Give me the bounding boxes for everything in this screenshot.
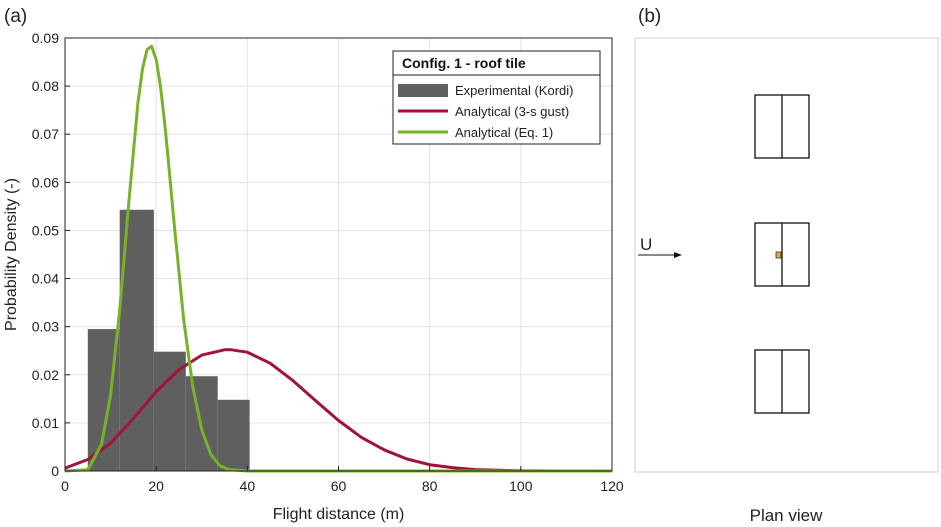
plan-view-panel: U Plan view [634, 37, 939, 525]
plan-view-caption: Plan view [750, 506, 823, 525]
legend-title: Config. 1 - roof tile [402, 55, 526, 71]
y-tick-label-7: 0.07 [32, 126, 59, 142]
x-tick-label-4: 80 [422, 478, 438, 494]
plan-view-frame [634, 37, 939, 473]
x-tick-label-1: 20 [148, 478, 164, 494]
x-axis-label: Flight distance (m) [273, 506, 405, 523]
x-tick-label-6: 120 [600, 478, 624, 494]
y-axis-label: Probability Density (-) [3, 178, 20, 331]
y-tick-label-3: 0.03 [32, 319, 59, 335]
building-bottom [754, 349, 810, 414]
histogram-bar-4 [217, 399, 250, 471]
x-tick-label-3: 60 [331, 478, 347, 494]
y-tick-label-1: 0.01 [32, 415, 59, 431]
x-tick-labels: 0 20 40 60 80 100 120 [61, 466, 624, 494]
series-line-analytical-3s-gust [64, 348, 612, 473]
y-tick-label-6: 0.06 [32, 174, 59, 190]
y-tick-label-9: 0.09 [32, 30, 59, 46]
y-tick-label-2: 0.02 [32, 367, 59, 383]
flight-distance-chart: 0 20 40 60 80 100 120 0 0.01 0.02 0.03 0.04 0.05 0.0… [3, 30, 624, 523]
legend-entry-experimental: Experimental (Kordi) [455, 83, 574, 98]
panel-b-label: (b) [638, 6, 661, 27]
y-tick-label-5: 0.05 [32, 222, 59, 238]
wind-direction-label: U [640, 235, 652, 254]
roof-tile-marker [775, 251, 782, 259]
building-middle [754, 222, 810, 287]
legend-swatch-experimental [398, 84, 448, 97]
x-tick-label-0: 0 [61, 478, 69, 494]
x-tick-label-5: 100 [509, 478, 533, 494]
histogram-bars [87, 209, 250, 472]
y-tick-label-4: 0.04 [32, 271, 59, 287]
legend-entry-eq1: Analytical (Eq. 1) [455, 125, 553, 140]
x-tick-label-2: 40 [240, 478, 256, 494]
legend-entry-3s-gust: Analytical (3-s gust) [455, 104, 569, 119]
wind-arrow-head [674, 252, 682, 258]
legend-box [392, 50, 601, 145]
y-tick-label-0: 0 [51, 463, 59, 479]
y-tick-label-8: 0.08 [32, 78, 59, 94]
building-top [754, 94, 810, 159]
panel-a-label: (a) [4, 6, 27, 27]
y-tick-labels: 0 0.01 0.02 0.03 0.04 0.05 0.06 0.07 0.08 0.09 [32, 30, 70, 479]
legend: Config. 1 - roof tile Experimental (Kord… [392, 50, 601, 145]
histogram-bar-2 [153, 351, 186, 471]
